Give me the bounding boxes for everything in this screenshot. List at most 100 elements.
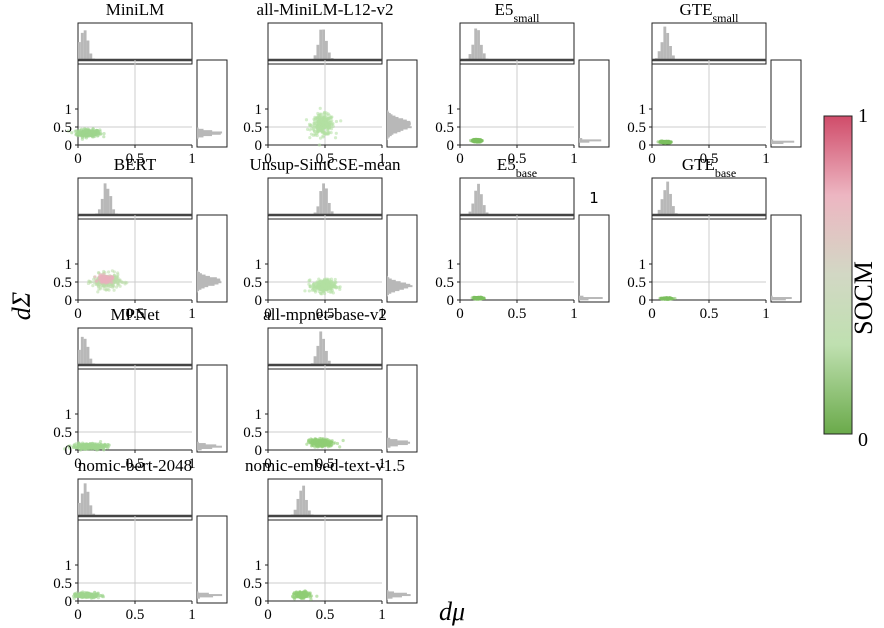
data-point (117, 282, 121, 286)
data-point (107, 288, 111, 292)
right-histogram-bar (579, 298, 589, 301)
data-point (308, 278, 312, 282)
data-point (95, 593, 99, 597)
y-tick-label: 0 (65, 443, 73, 459)
right-histogram-bar (387, 278, 392, 281)
x-tick-label: 0.5 (508, 306, 527, 322)
y-tick-label: 1 (255, 102, 263, 118)
right-histogram-bar (387, 595, 402, 598)
data-point (324, 284, 328, 289)
scatter-points (470, 295, 486, 301)
right-histogram-bar (387, 115, 396, 118)
data-point (301, 594, 305, 599)
data-point (110, 269, 114, 273)
data-point (317, 121, 321, 126)
data-point (473, 139, 477, 144)
colorbar-max-label: 1 (858, 105, 868, 127)
data-point (77, 128, 82, 133)
data-point (110, 275, 115, 279)
data-point (334, 119, 339, 124)
right-histogram-bar (197, 594, 223, 597)
right-histogram-bar (197, 441, 199, 444)
y-tick-label: 0 (255, 443, 263, 459)
right-histogram-bar (387, 277, 390, 280)
y-tick-label: 1 (639, 102, 647, 118)
data-point (666, 296, 671, 301)
top-histogram-bar (468, 54, 472, 60)
data-point (106, 270, 111, 274)
right-histogram-bar (387, 596, 393, 599)
data-point (75, 132, 79, 136)
data-point (73, 129, 77, 133)
top-histogram-bar (327, 52, 331, 60)
right-histogram-bar (197, 591, 199, 594)
data-point (79, 591, 83, 595)
panel-title-base: BERT (114, 155, 157, 174)
scatter-points (291, 589, 319, 601)
data-point (102, 278, 106, 283)
x-tick-label: 0.5 (316, 456, 335, 472)
y-tick-label: 0.5 (243, 275, 262, 291)
top-histogram-bar (89, 358, 93, 365)
y-tick-label: 0.5 (53, 275, 72, 291)
right-histogram-bar (197, 447, 213, 450)
right-histogram-bar (387, 437, 391, 440)
data-point (325, 123, 329, 127)
x-tick-label: 0.5 (508, 151, 527, 167)
data-point (92, 593, 96, 597)
data-point (303, 289, 307, 293)
right-histogram-bar (579, 295, 584, 298)
top-histogram-bar (330, 211, 334, 215)
right-histogram-bar (387, 120, 411, 123)
panel-title-base: MiniLM (106, 0, 165, 19)
data-point (93, 275, 97, 279)
data-point (73, 593, 77, 597)
top-histogram-frame (77, 22, 193, 65)
panel-1: all-MiniLM-L12-v20 0.5 100.51 (243, 0, 418, 167)
right-histogram-bar (387, 130, 401, 133)
data-point (89, 280, 93, 284)
data-point (313, 133, 317, 137)
data-point (307, 282, 311, 286)
data-point (313, 437, 317, 441)
data-point (478, 138, 482, 142)
data-point (315, 117, 319, 121)
data-point (116, 273, 120, 277)
scatter-points (468, 137, 485, 144)
panel-title-base: nomic-embed-text-v1.5 (245, 456, 405, 475)
right-histogram-bar (387, 441, 411, 444)
panel-title-base: MPNet (110, 305, 159, 324)
right-histogram-bar (387, 287, 404, 290)
top-histogram-bar (83, 338, 87, 365)
data-point (319, 437, 324, 441)
scatter-points (656, 139, 673, 145)
data-point (319, 292, 323, 296)
x-tick-label: 1 (188, 151, 196, 167)
y-tick-label: 1 (447, 257, 455, 273)
data-point (326, 132, 330, 136)
x-tick-label: 0 (456, 151, 464, 167)
right-histogram-bar (387, 440, 408, 443)
right-histogram-bar (197, 445, 222, 448)
data-point (327, 113, 331, 117)
top-histogram-bar (669, 46, 672, 60)
top-histogram-bar (477, 30, 480, 60)
data-point (308, 136, 312, 140)
top-histogram-bar (671, 55, 675, 60)
data-point (663, 140, 668, 144)
top-histogram-bar (307, 510, 311, 516)
right-histogram-bar (197, 278, 221, 281)
y-tick-label: 0.5 (53, 576, 72, 592)
top-histogram-bar (313, 55, 317, 60)
x-axis-label: dμ (439, 597, 465, 626)
right-histogram-bar (579, 140, 590, 143)
top-histogram-bar (471, 203, 475, 215)
x-tick-label: 1 (188, 607, 196, 623)
data-point (87, 132, 92, 136)
data-point (307, 439, 311, 443)
x-tick-label: 0.5 (316, 151, 335, 167)
right-histogram-bar (197, 286, 205, 289)
data-point (110, 280, 114, 285)
